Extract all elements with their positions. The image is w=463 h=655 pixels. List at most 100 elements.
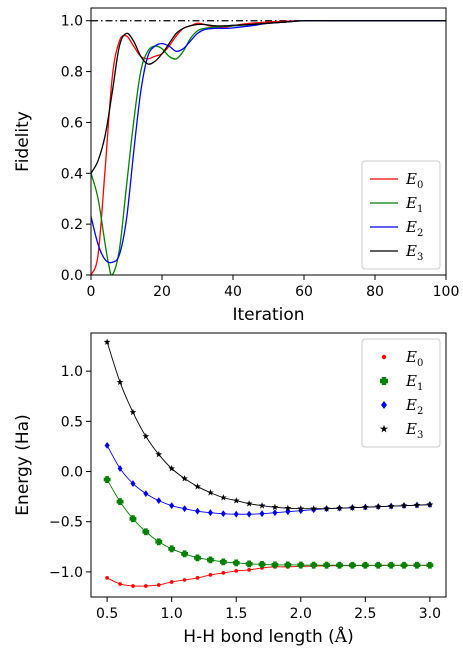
data-point	[103, 476, 111, 483]
legend-subscript: 0	[417, 180, 423, 191]
data-point	[155, 538, 163, 546]
data-point	[143, 584, 148, 588]
data-point	[245, 500, 253, 507]
data-point	[232, 497, 240, 504]
plot-area	[91, 19, 446, 275]
data-point	[221, 571, 226, 575]
legend-subscript: 1	[417, 204, 423, 215]
data-point	[426, 501, 434, 508]
data-point	[117, 465, 123, 472]
energy-chart: 0.5 1.0 1.5 2.0 2.5 3.0−1.0−0.50.00.51.0H-H b…	[13, 332, 447, 647]
legend-label-1: E1	[405, 372, 423, 393]
legend-label-2: E2	[405, 396, 423, 417]
x-tick-label: 20	[153, 284, 171, 300]
data-point	[413, 501, 421, 509]
data-point	[207, 489, 214, 496]
x-tick-label: 3.0	[419, 606, 441, 622]
data-point	[258, 560, 266, 568]
data-point	[143, 490, 149, 498]
y-tick-label: 0.2	[61, 217, 83, 233]
data-point	[400, 502, 408, 509]
data-point	[349, 561, 356, 569]
data-point	[232, 559, 240, 567]
data-point	[234, 569, 239, 573]
data-point	[156, 497, 162, 505]
series-line-3	[91, 19, 446, 174]
legend-name: E	[405, 420, 417, 438]
series-line-0	[106, 564, 430, 587]
x-axis-label-close: )	[347, 627, 354, 647]
data-point	[142, 528, 150, 536]
legend-subscript: 2	[417, 406, 423, 417]
y-tick-label: 0.8	[61, 65, 83, 81]
data-point	[426, 561, 434, 569]
data-point	[194, 554, 201, 562]
data-point	[336, 561, 343, 569]
legend-label-0: E0	[405, 348, 423, 369]
data-point	[245, 560, 253, 568]
legend-label-0: E0	[405, 170, 423, 191]
plot-frame	[90, 7, 447, 276]
data-point	[271, 561, 279, 569]
data-point	[181, 550, 188, 558]
x-tick-label: 40	[224, 284, 242, 300]
legend-name: E	[405, 348, 417, 366]
data-point	[182, 505, 188, 513]
legend-marker-2	[381, 401, 387, 409]
legend-box	[361, 160, 441, 270]
data-point	[129, 515, 137, 523]
x-axis-label-text: H-H bond length (	[183, 627, 335, 647]
data-point	[105, 576, 110, 580]
data-point	[118, 582, 122, 586]
data-point	[208, 573, 213, 577]
data-point	[131, 584, 135, 588]
x-tick-label: 60	[295, 284, 313, 300]
y-tick-label: 1.0	[61, 14, 83, 30]
data-point	[387, 502, 395, 510]
data-point	[413, 561, 421, 569]
data-point	[142, 432, 150, 440]
data-point	[156, 583, 161, 587]
data-point	[297, 505, 305, 512]
data-point	[194, 483, 201, 490]
legend-label-3: E3	[405, 420, 423, 441]
x-tick-label: 1.0	[161, 606, 183, 622]
legend-subscript: 0	[417, 358, 423, 369]
legend-name: E	[405, 218, 417, 236]
y-axis-label: Fidelity	[13, 111, 33, 172]
legend-subscript: 3	[417, 430, 423, 441]
legend-name: E	[405, 242, 417, 260]
data-point	[207, 509, 213, 517]
y-tick-label: 0.0	[61, 465, 83, 481]
legend-name: E	[405, 194, 417, 212]
data-point	[310, 505, 318, 512]
data-point	[284, 504, 292, 512]
legend-name: E	[405, 372, 417, 390]
data-point	[182, 578, 187, 582]
y-tick-label: −0.5	[49, 515, 83, 531]
data-point	[195, 576, 200, 580]
plot-frame	[90, 332, 447, 598]
x-tick-label: 0.5	[96, 606, 118, 622]
data-point	[207, 556, 214, 564]
data-point	[387, 561, 395, 569]
x-tick-label: 2.5	[354, 606, 376, 622]
data-point	[129, 408, 137, 416]
x-tick-label: 100	[433, 284, 460, 300]
series-line-2	[106, 445, 430, 515]
data-point	[116, 378, 124, 386]
legend-marker-0	[381, 354, 387, 360]
data-point	[272, 509, 278, 517]
y-tick-label: −1.0	[49, 565, 83, 581]
data-point	[233, 510, 239, 518]
y-tick-label: 1.0	[61, 364, 83, 380]
data-point	[181, 474, 188, 482]
y-tick-label: 0.6	[61, 115, 83, 131]
data-point	[169, 580, 174, 584]
data-point	[104, 442, 110, 449]
data-point	[169, 502, 175, 510]
x-tick-label: 0	[87, 284, 96, 300]
